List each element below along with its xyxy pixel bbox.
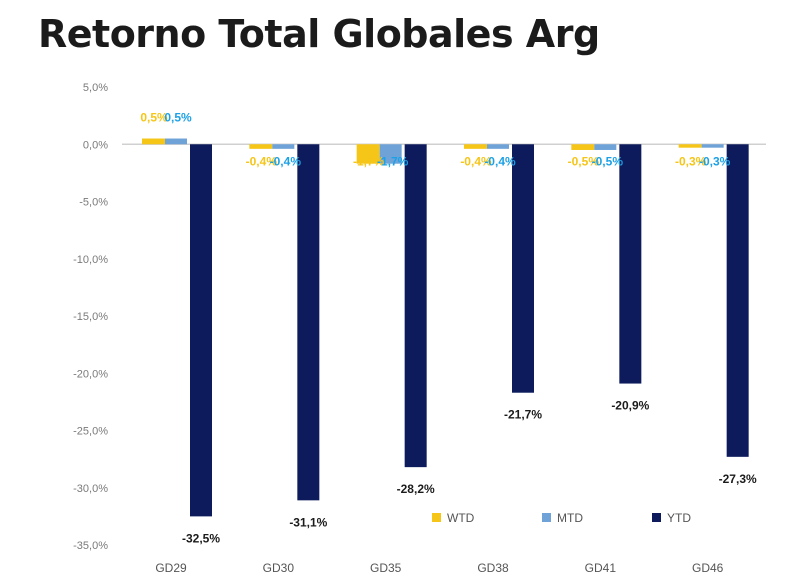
legend-label-ytd: YTD: [667, 511, 691, 525]
data-label-ytd-gd41: -20,9%: [611, 399, 649, 413]
y-tick-label: -20,0%: [73, 368, 108, 380]
y-tick-label: -30,0%: [73, 483, 108, 495]
legend-label-wtd: WTD: [447, 511, 475, 525]
y-tick-label: -5,0%: [79, 197, 108, 209]
data-label-ytd-gd38: -21,7%: [504, 408, 542, 422]
bar-mtd-gd30: [272, 144, 295, 149]
bar-wtd-gd35: [356, 144, 380, 164]
data-label-mtd-gd35: -1,7%: [377, 154, 409, 168]
data-label-mtd-gd46: -0,3%: [699, 154, 731, 168]
y-tick-label: -35,0%: [73, 540, 108, 552]
x-tick-label-gd38: GD38: [477, 561, 509, 575]
x-tick-label-gd30: GD30: [263, 561, 295, 575]
x-tick-label-gd46: GD46: [692, 561, 724, 575]
y-tick-label: -25,0%: [73, 426, 108, 438]
data-label-mtd-gd30: -0,4%: [270, 154, 302, 168]
data-label-ytd-gd30: -31,1%: [289, 515, 327, 529]
x-tick-label-gd41: GD41: [585, 561, 617, 575]
legend-swatch-mtd: [542, 513, 551, 522]
bar-ytd-gd35: [404, 144, 427, 468]
bar-ytd-gd38: [512, 144, 534, 393]
bar-mtd-gd29: [165, 138, 187, 145]
x-tick-label-gd35: GD35: [370, 561, 402, 575]
legend-label-mtd: MTD: [557, 511, 583, 525]
bar-wtd-gd41: [571, 144, 595, 150]
y-tick-label: -10,0%: [73, 254, 108, 266]
bar-mtd-gd46: [701, 144, 724, 148]
y-tick-label: -15,0%: [73, 311, 108, 323]
y-tick-label: 5,0%: [83, 82, 108, 94]
data-label-wtd-gd41: -0,5%: [568, 154, 600, 168]
bar-mtd-gd35: [379, 144, 402, 164]
bar-ytd-gd30: [297, 144, 320, 501]
chart-title: Retorno Total Globales Arg: [38, 12, 600, 56]
data-label-ytd-gd35: -28,2%: [397, 482, 435, 496]
data-label-ytd-gd46: -27,3%: [719, 472, 757, 486]
y-tick-label: 0,0%: [83, 139, 108, 151]
data-label-wtd-gd35: -1,7%: [353, 154, 385, 168]
bar-wtd-gd38: [464, 144, 487, 149]
data-label-mtd-gd29: 0,5%: [164, 111, 192, 125]
bar-ytd-gd46: [726, 144, 749, 457]
bar-mtd-gd38: [487, 144, 509, 149]
bar-ytd-gd29: [190, 144, 212, 517]
legend-swatch-ytd: [652, 513, 661, 522]
data-label-wtd-gd30: -0,4%: [246, 154, 278, 168]
data-label-wtd-gd29: 0,5%: [140, 111, 168, 125]
data-label-mtd-gd41: -0,5%: [592, 154, 624, 168]
x-tick-label-gd29: GD29: [155, 561, 187, 575]
bar-wtd-gd30: [249, 144, 273, 149]
data-label-ytd-gd29: -32,5%: [182, 531, 220, 545]
bar-ytd-gd41: [619, 144, 642, 384]
data-label-wtd-gd38: -0,4%: [460, 154, 492, 168]
data-label-mtd-gd38: -0,4%: [484, 154, 516, 168]
data-label-wtd-gd46: -0,3%: [675, 154, 707, 168]
bar-wtd-gd29: [142, 138, 165, 145]
bar-mtd-gd41: [594, 144, 617, 150]
bar-wtd-gd46: [678, 144, 702, 148]
legend-swatch-wtd: [432, 513, 441, 522]
